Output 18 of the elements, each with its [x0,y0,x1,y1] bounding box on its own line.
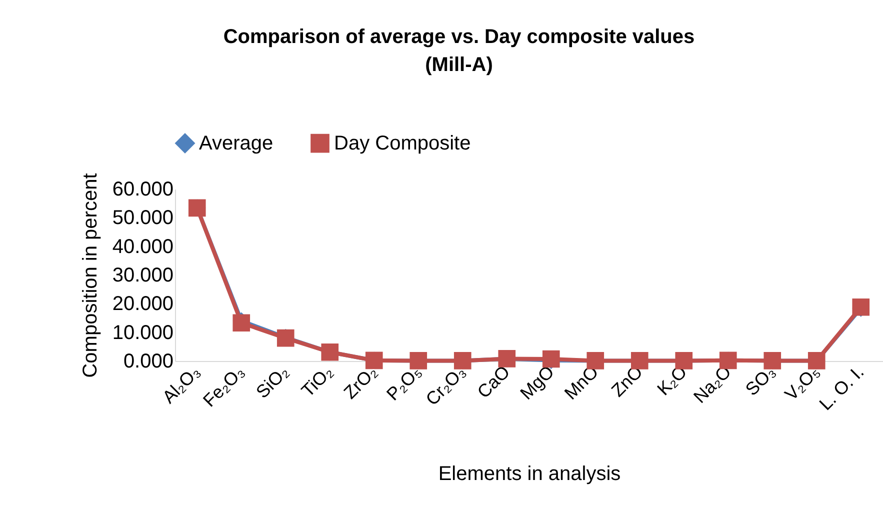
x-axis-title: Elements in analysis [438,463,621,486]
y-axis-title: Composition in percent [79,172,102,378]
y-tick-label: 40.000 [112,236,174,258]
x-tick-label: SiO₂ [252,362,292,402]
y-tick-label: 30.000 [112,264,174,286]
legend-label: Average [199,132,274,154]
x-tick-label: TiO₂ [298,362,337,401]
y-tick-label: 10.000 [112,322,174,344]
chart-title: Comparison of average vs. Day composite values (Mill-A) [223,26,695,76]
x-tick-label: P₂O₅ [382,362,426,404]
x-tick-label: SO₃ [742,362,780,400]
x-tick-label: ZrO₂ [340,362,381,403]
legend-label: Day Composite [334,132,471,154]
y-tick-label: 60.000 [112,178,174,200]
x-tick-label: CaO [473,362,514,402]
y-tick-label: 20.000 [112,293,174,316]
y-tick-label: 50.000 [112,207,174,230]
y-tick-label: 0.000 [123,350,174,372]
